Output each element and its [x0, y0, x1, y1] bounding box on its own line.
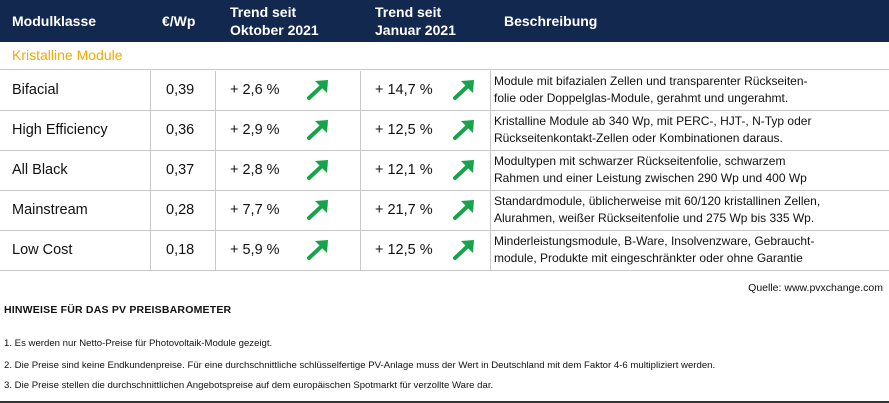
trend-up-arrow-icon	[306, 159, 330, 181]
description-line-1: Minderleistungsmodule, B-Ware, Insolvenz…	[494, 234, 815, 248]
header-trend-january-line2: Januar 2021	[375, 22, 456, 38]
column-divider	[490, 151, 491, 190]
description-line-2: folie oder Doppelglas-Module, gerahmt un…	[494, 91, 789, 105]
trend-up-arrow-icon	[452, 79, 476, 101]
trend-up-arrow-icon	[306, 119, 330, 141]
section-label: Kristalline Module	[0, 42, 889, 70]
description: Kristalline Module ab 340 Wp, mit PERC-,…	[494, 111, 884, 150]
column-divider	[490, 191, 491, 230]
price-value: 0,36	[166, 122, 195, 138]
column-divider	[215, 151, 216, 190]
price-value: 0,39	[166, 82, 195, 98]
description-line-1: Modultypen mit schwarzer Rückseitenfolie…	[494, 154, 786, 168]
header-trend-october-line1: Trend seit	[230, 4, 297, 20]
table-row: Bifacial 0,39 + 2,6 % + 14,7 % Module mit bi…	[0, 71, 889, 111]
trend-october-value: + 2,8 %	[230, 162, 280, 178]
table-header: Modulklasse €/Wp Trend seit Oktober 2021…	[0, 0, 889, 42]
header-price: €/Wp	[162, 13, 196, 29]
hint-item-2: 2. Die Preise sind keine Endkundenpreise…	[4, 360, 716, 371]
table-row: Low Cost 0,18 + 5,9 % + 12,5 % Minderleistun…	[0, 231, 889, 271]
price-value: 0,37	[166, 162, 195, 178]
description-line-2: module, Produkte mit eingeschränkter ode…	[494, 251, 803, 265]
trend-up-arrow-icon	[452, 159, 476, 181]
trend-october-value: + 7,7 %	[230, 202, 280, 218]
column-divider	[360, 71, 361, 110]
trend-october-value: + 2,6 %	[230, 82, 280, 98]
description: Standardmodule, üblicherweise mit 60/120…	[494, 191, 884, 230]
bottom-divider	[0, 401, 889, 403]
column-divider	[215, 71, 216, 110]
column-divider	[360, 151, 361, 190]
column-divider	[490, 111, 491, 150]
description: Modultypen mit schwarzer Rückseitenfolie…	[494, 151, 884, 190]
column-divider	[360, 191, 361, 230]
header-trend-january-line1: Trend seit	[375, 4, 442, 20]
module-class-name: Bifacial	[12, 82, 59, 98]
column-divider	[490, 71, 491, 110]
header-description: Beschreibung	[504, 13, 598, 29]
column-divider	[215, 231, 216, 270]
trend-january-value: + 12,5 %	[375, 242, 433, 258]
column-divider	[490, 231, 491, 270]
column-divider	[360, 231, 361, 270]
trend-october-value: + 2,9 %	[230, 122, 280, 138]
hint-item-3: 3. Die Preise stellen die durchschnittli…	[4, 380, 494, 391]
description-line-1: Module mit bifazialen Zellen und transpa…	[494, 74, 808, 88]
trend-up-arrow-icon	[306, 79, 330, 101]
trend-up-arrow-icon	[306, 239, 330, 261]
trend-january-value: + 12,5 %	[375, 122, 433, 138]
module-class-name: High Efficiency	[12, 122, 108, 138]
trend-up-arrow-icon	[452, 239, 476, 261]
column-divider	[360, 111, 361, 150]
description-line-2: Alurahmen, weißer Rückseitenfolie und 27…	[494, 211, 815, 225]
trend-up-arrow-icon	[306, 199, 330, 221]
description-line-1: Standardmodule, üblicherweise mit 60/120…	[494, 194, 821, 208]
trend-up-arrow-icon	[452, 119, 476, 141]
hint-item-1: 1. Es werden nur Netto-Preise für Photov…	[4, 338, 273, 349]
column-divider	[150, 71, 151, 110]
description-line-2: Rahmen und einer Leistung zwischen 290 W…	[494, 171, 807, 185]
module-class-name: Mainstream	[12, 202, 88, 218]
table-row: All Black 0,37 + 2,8 % + 12,1 % Modultypen m…	[0, 151, 889, 191]
trend-up-arrow-icon	[452, 199, 476, 221]
description: Module mit bifazialen Zellen und transpa…	[494, 71, 884, 110]
module-class-name: All Black	[12, 162, 68, 178]
column-divider	[150, 111, 151, 150]
description: Minderleistungsmodule, B-Ware, Insolvenz…	[494, 231, 884, 270]
table-row: High Efficiency 0,36 + 2,9 % + 12,5 % Krista…	[0, 111, 889, 151]
column-divider	[215, 111, 216, 150]
trend-january-value: + 12,1 %	[375, 162, 433, 178]
description-line-1: Kristalline Module ab 340 Wp, mit PERC-,…	[494, 114, 812, 128]
trend-january-value: + 14,7 %	[375, 82, 433, 98]
column-divider	[150, 151, 151, 190]
trend-october-value: + 5,9 %	[230, 242, 280, 258]
table-row: Mainstream 0,28 + 7,7 % + 21,7 % Standardmod…	[0, 191, 889, 231]
column-divider	[215, 191, 216, 230]
column-divider	[150, 191, 151, 230]
column-divider	[150, 231, 151, 270]
header-module-class: Modulklasse	[12, 13, 97, 29]
header-trend-october-line2: Oktober 2021	[230, 22, 319, 38]
trend-january-value: + 21,7 %	[375, 202, 433, 218]
module-class-name: Low Cost	[12, 242, 73, 258]
price-value: 0,18	[166, 242, 195, 258]
hints-title: HINWEISE FÜR DAS PV PREISBAROMETER	[4, 304, 232, 316]
description-line-2: Rückseitenkontakt-Zellen oder Kombinatio…	[494, 131, 783, 145]
price-value: 0,28	[166, 202, 195, 218]
source-note: Quelle: www.pvxchange.com	[748, 282, 883, 294]
